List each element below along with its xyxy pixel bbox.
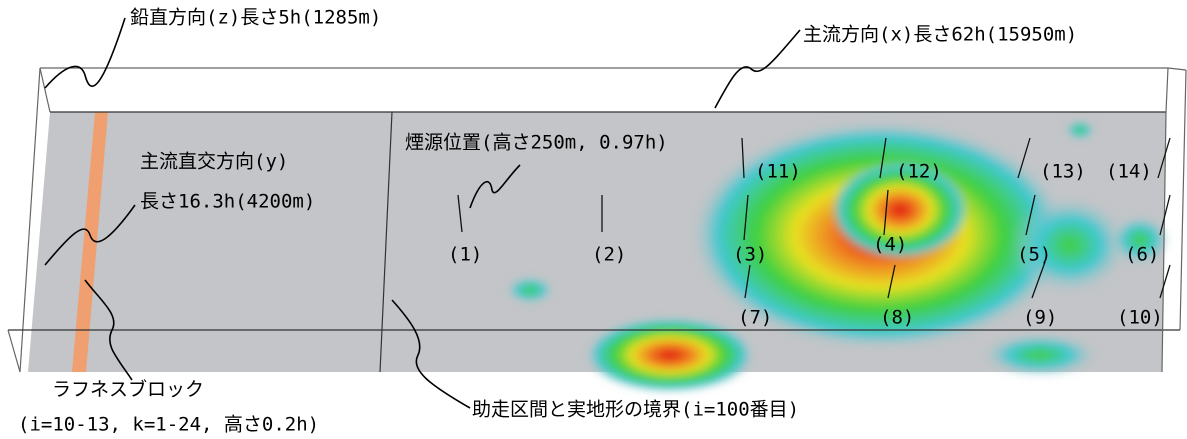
point-label: (4) [873, 234, 907, 256]
point-label: (2) [592, 244, 626, 266]
labels: 鉛直方向(z)長さ5h(1285m) 主流方向(x)長さ62h(15950m) … [18, 7, 1077, 436]
boundary-label: 助走区間と実地形の境界(i=100番目) [472, 399, 799, 421]
leader-lines [44, 17, 801, 409]
point-label: (13) [1040, 161, 1086, 183]
spanwise-label: 主流直交方向(y) [140, 151, 288, 173]
point-label: (12) [896, 161, 942, 183]
point-label: (8) [880, 307, 914, 329]
point-label: (6) [1125, 244, 1159, 266]
point-label: (11) [755, 161, 801, 183]
point-label: (14) [1106, 161, 1152, 183]
spanwise-length-label: 長さ16.3h(4200m) [140, 191, 315, 213]
probe-lines [457, 137, 1171, 299]
roughness-detail: (i=10-13, k=1-24, 高さ0.2h) [18, 414, 319, 436]
source-label: 煙源位置(高さ250m, 0.97h) [405, 132, 668, 154]
point-label: (3) [733, 244, 767, 266]
point-label: (7) [738, 307, 772, 329]
roughness-label: ラフネスブロック [52, 378, 204, 401]
vertical-label: 鉛直方向(z)長さ5h(1285m) [130, 7, 381, 29]
terrain [505, 120, 1170, 393]
point-label: (10) [1117, 307, 1163, 329]
point-label: (1) [448, 244, 482, 266]
roughness-block [72, 112, 108, 372]
point-label: (5) [1017, 244, 1051, 266]
domain-box [7, 67, 1187, 393]
streamwise-label: 主流方向(x)長さ62h(15950m) [803, 24, 1077, 46]
point-label: (9) [1023, 307, 1057, 329]
